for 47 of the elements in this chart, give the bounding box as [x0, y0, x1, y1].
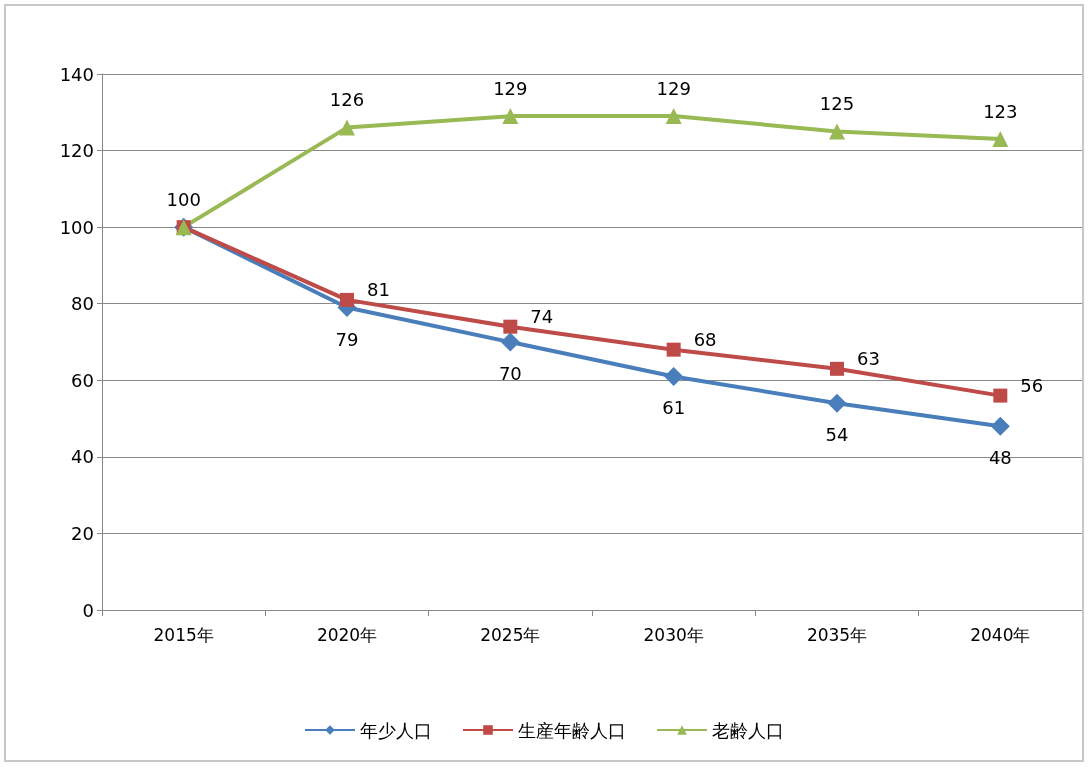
x-tick-label: 2040年 [970, 624, 1031, 645]
data-label: 68 [693, 329, 717, 351]
data-label: 129 [656, 77, 691, 99]
x-tick-label: 2015年 [153, 624, 214, 645]
data-label: 56 [1020, 375, 1044, 397]
data-label: 63 [857, 348, 880, 370]
data-label: 61 [662, 397, 686, 419]
data-label: 74 [530, 306, 554, 328]
point [990, 416, 1010, 436]
point [666, 342, 681, 357]
data-label: 81 [367, 279, 390, 301]
data-label: 79 [335, 328, 359, 350]
data-label: 123 [983, 100, 1018, 122]
point [829, 123, 845, 140]
data-label: 54 [825, 424, 849, 446]
point [503, 319, 518, 334]
y-tick-label: 80 [71, 293, 94, 315]
legend-label: 年少人口 [360, 719, 432, 741]
y-tick-label: 100 [59, 216, 94, 238]
legend-label: 生産年齢人口 [518, 719, 626, 741]
x-tick-label: 2025年 [480, 624, 541, 645]
point [665, 108, 682, 125]
point [502, 108, 519, 125]
y-tick-label: 20 [71, 522, 94, 544]
data-label: 48 [988, 447, 1012, 469]
y-tick-label: 120 [59, 140, 94, 162]
data-label: 129 [493, 77, 528, 99]
point [340, 292, 354, 307]
data-label: 100 [166, 188, 201, 210]
data-label: 126 [329, 89, 365, 111]
point [664, 366, 684, 386]
legend-label: 老齢人口 [712, 719, 784, 741]
data-label: 70 [498, 363, 522, 384]
x-tick-label: 2020年 [316, 624, 378, 645]
point [992, 131, 1009, 148]
point [827, 393, 847, 413]
y-tick-label: 0 [82, 599, 94, 621]
x-tick-label: 2030年 [643, 624, 704, 645]
point [500, 332, 520, 352]
point [993, 388, 1008, 403]
x-tick-label: 2035年 [806, 624, 868, 645]
y-tick-label: 40 [71, 446, 94, 468]
point [830, 361, 844, 376]
y-tick-label: 140 [59, 63, 94, 85]
point [339, 119, 355, 136]
y-tick-label: 60 [71, 369, 94, 391]
data-label: 125 [819, 92, 855, 114]
